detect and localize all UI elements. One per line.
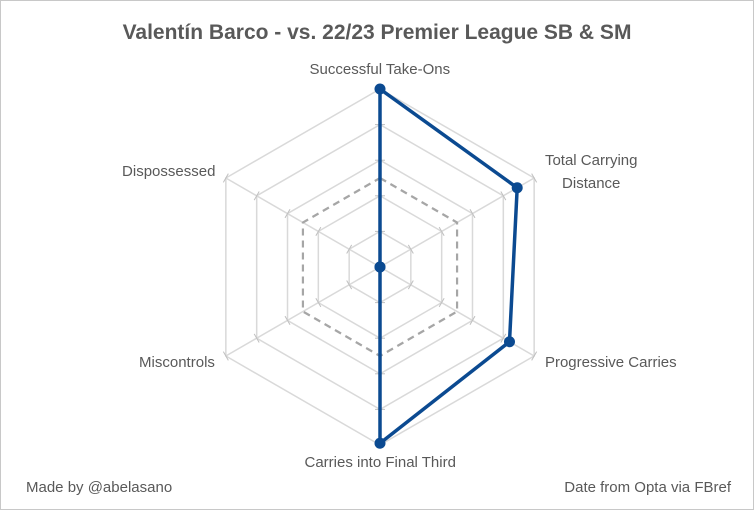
axis-label: Dispossessed — [122, 163, 216, 181]
tick-mark — [500, 333, 507, 343]
tick-mark — [253, 191, 260, 201]
chart-title: Valentín Barco - vs. 22/23 Premier Leagu… — [122, 21, 632, 44]
tick-mark — [531, 173, 538, 183]
tick-mark — [469, 209, 476, 219]
tick-mark — [407, 280, 414, 290]
tick-mark — [315, 298, 322, 308]
tick-mark — [284, 209, 291, 219]
tick-mark — [284, 315, 291, 325]
tick-mark — [346, 280, 353, 290]
tick-mark — [346, 244, 353, 254]
tick-mark — [438, 298, 445, 308]
radar-point — [511, 182, 523, 194]
axis-label: Successful Take-Ons — [309, 60, 451, 78]
tick-mark — [469, 315, 476, 325]
radar-point — [503, 336, 515, 348]
tick-mark — [222, 351, 229, 361]
tick-mark — [253, 333, 260, 343]
tick-mark — [222, 173, 229, 183]
radar-point — [374, 261, 386, 273]
footer-left: Made by @abelasano — [26, 479, 173, 496]
spoke — [225, 266, 381, 357]
radar-line — [378, 87, 519, 445]
tick-mark — [407, 244, 414, 254]
radar-point — [374, 83, 386, 95]
footer-right: Date from Opta via FBref — [564, 479, 731, 496]
tick-mark — [315, 226, 322, 236]
axis-label: Carries into Final Third — [304, 454, 456, 472]
axis-label: Total Carrying Distance — [544, 151, 638, 192]
tick-mark — [500, 191, 507, 201]
radar-point — [374, 437, 386, 449]
axis-label: Miscontrols — [139, 353, 215, 371]
tick-mark — [438, 226, 445, 236]
axis-label: Progressive Carries — [544, 353, 677, 371]
tick-mark — [531, 351, 538, 361]
